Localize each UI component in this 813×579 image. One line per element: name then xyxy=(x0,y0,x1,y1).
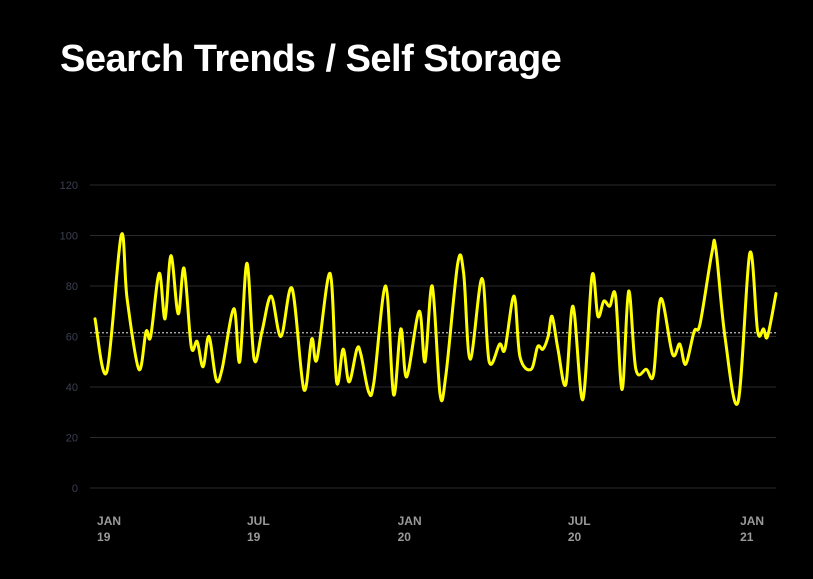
chart-title: Search Trends / Self Storage xyxy=(60,38,562,80)
x-tick-label-year: 19 xyxy=(247,530,261,544)
x-tick-label-month: JUL xyxy=(568,514,591,528)
x-tick-label-month: JUL xyxy=(247,514,270,528)
y-tick-label: 120 xyxy=(60,180,78,192)
series-line xyxy=(93,232,778,406)
y-tick-label: 60 xyxy=(66,332,78,344)
y-tick-label: 80 xyxy=(66,281,78,293)
x-tick-label-month: JAN xyxy=(398,514,422,528)
y-tick-label: 0 xyxy=(72,483,78,495)
y-tick-label: 40 xyxy=(66,382,78,394)
x-tick-label-year: 20 xyxy=(568,530,582,544)
x-tick-label-year: 19 xyxy=(97,530,111,544)
y-tick-label: 100 xyxy=(60,231,78,243)
x-tick-label-month: JAN xyxy=(740,514,764,528)
y-tick-label: 20 xyxy=(66,433,78,445)
x-tick-label-month: JAN xyxy=(97,514,121,528)
x-tick-label-year: 21 xyxy=(740,530,754,544)
x-tick-label-year: 20 xyxy=(398,530,412,544)
